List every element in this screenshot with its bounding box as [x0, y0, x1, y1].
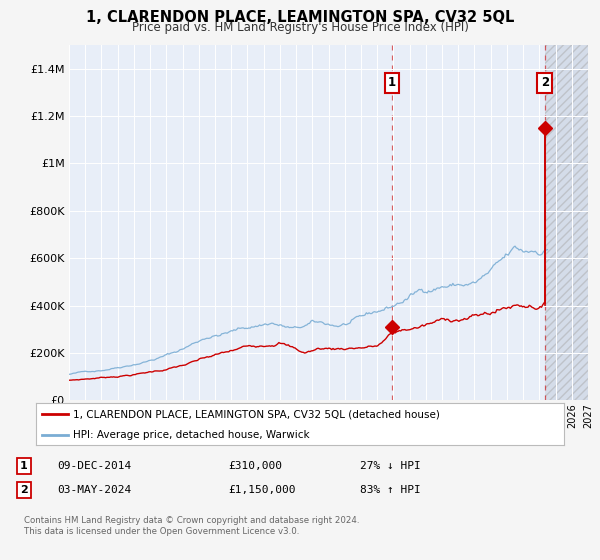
Text: 1: 1 — [20, 461, 28, 471]
Text: £1,150,000: £1,150,000 — [228, 485, 296, 495]
Text: 03-MAY-2024: 03-MAY-2024 — [57, 485, 131, 495]
Bar — [545, 45, 588, 400]
Text: HPI: Average price, detached house, Warwick: HPI: Average price, detached house, Warw… — [73, 430, 310, 440]
Text: Price paid vs. HM Land Registry's House Price Index (HPI): Price paid vs. HM Land Registry's House … — [131, 21, 469, 34]
Text: 09-DEC-2014: 09-DEC-2014 — [57, 461, 131, 471]
Text: 27% ↓ HPI: 27% ↓ HPI — [360, 461, 421, 471]
Text: 2: 2 — [541, 76, 549, 89]
Text: 1, CLARENDON PLACE, LEAMINGTON SPA, CV32 5QL (detached house): 1, CLARENDON PLACE, LEAMINGTON SPA, CV32… — [73, 409, 440, 419]
Bar — [545, 45, 588, 400]
Text: 1: 1 — [388, 76, 396, 89]
Text: 2: 2 — [20, 485, 28, 495]
Text: 1, CLARENDON PLACE, LEAMINGTON SPA, CV32 5QL: 1, CLARENDON PLACE, LEAMINGTON SPA, CV32… — [86, 10, 514, 25]
Text: £310,000: £310,000 — [228, 461, 282, 471]
Text: 83% ↑ HPI: 83% ↑ HPI — [360, 485, 421, 495]
Text: Contains HM Land Registry data © Crown copyright and database right 2024.
This d: Contains HM Land Registry data © Crown c… — [24, 516, 359, 536]
